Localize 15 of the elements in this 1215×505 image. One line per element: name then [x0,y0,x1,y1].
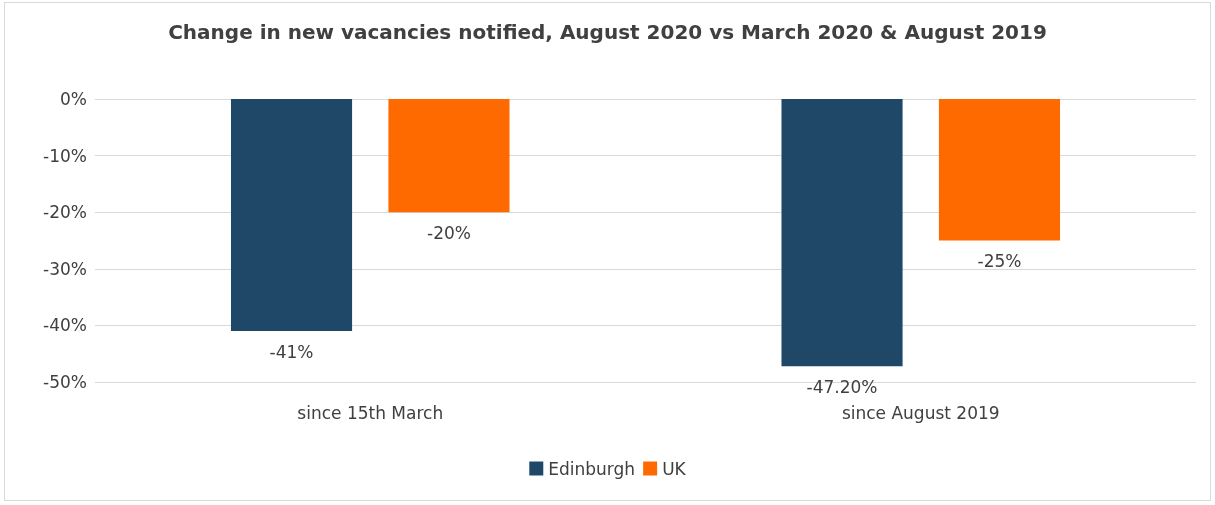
x-tick-label: since 15th March [297,402,444,423]
data-label: -41% [269,341,314,362]
legend-label: Edinburgh [548,458,636,479]
y-tick-label: -40% [43,315,87,336]
y-tick-label: -10% [43,145,87,166]
y-tick-label: -30% [43,258,87,279]
data-label: -25% [977,251,1022,271]
data-label: -47.20% [806,376,878,397]
legend-label: UK [662,458,687,479]
x-tick-label: since August 2019 [841,402,1000,423]
data-label: -20% [427,222,471,243]
y-tick-label: -50% [43,372,87,392]
y-tick-label: -20% [43,202,87,223]
y-tick-label: 0% [60,89,87,109]
chart-title: Change in new vacancies notified, August 2020 vs March 2020 & August 2019 [168,20,1047,44]
